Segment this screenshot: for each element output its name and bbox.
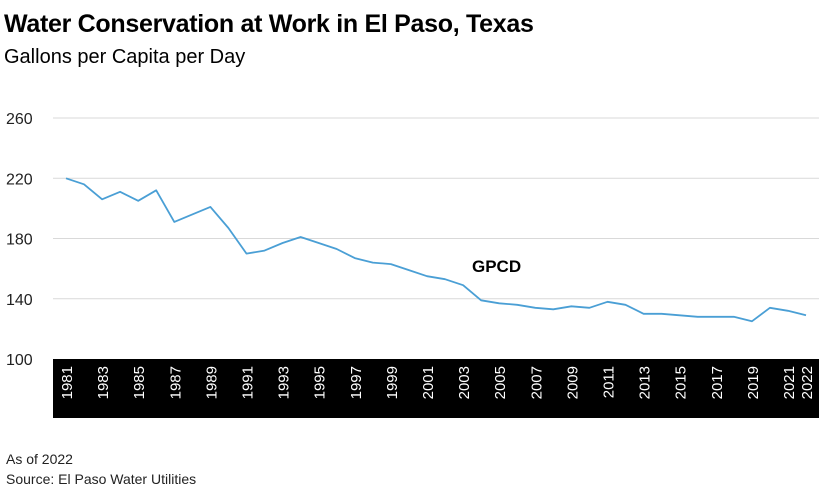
- x-tick-label: 2005: [492, 366, 509, 399]
- series-label-gpcd: GPCD: [472, 257, 521, 276]
- x-tick-label: 2009: [564, 366, 581, 399]
- x-axis-band: [53, 359, 819, 418]
- y-tick-label: 140: [6, 292, 33, 309]
- x-tick-label: 1985: [131, 366, 148, 399]
- x-axis: 1981 1983 1985 1987 1989 1991 1993 1995 1997 1999…: [59, 366, 816, 399]
- x-tick-label: 2017: [709, 366, 726, 399]
- gridlines: [53, 117, 819, 300]
- x-tick-label: 1987: [167, 366, 184, 399]
- x-tick-label: 2019: [745, 366, 762, 399]
- x-tick-label: 2021: [781, 366, 798, 399]
- source-note: Source: El Paso Water Utilities: [6, 471, 197, 487]
- y-tick-label: 220: [6, 171, 33, 188]
- chart-subtitle: Gallons per Capita per Day: [4, 46, 246, 68]
- y-tick-label: 180: [6, 232, 33, 249]
- x-tick-label: 1999: [384, 366, 401, 399]
- x-tick-label: 1989: [203, 366, 220, 399]
- x-tick-label: 2011: [600, 366, 617, 398]
- x-tick-label: 2013: [637, 366, 654, 399]
- y-axis: 100 140 180 220 260: [6, 111, 33, 369]
- x-tick-label: 2015: [673, 366, 690, 399]
- x-tick-label: 2003: [456, 366, 473, 399]
- x-tick-label: 1993: [276, 366, 293, 399]
- series-line-gpcd: [65, 177, 807, 323]
- x-tick-label: 1995: [312, 366, 329, 399]
- chart-title: Water Conservation at Work in El Paso, T…: [4, 10, 534, 38]
- x-tick-label: 1991: [239, 366, 256, 399]
- x-tick-label: 1981: [59, 366, 76, 399]
- as-of-note: As of 2022: [6, 451, 73, 467]
- y-tick-label: 100: [6, 352, 33, 369]
- x-tick-label: 1997: [348, 366, 365, 399]
- x-tick-label: 2001: [420, 366, 437, 399]
- x-tick-label: 2007: [528, 366, 545, 399]
- x-tick-label: 2022: [799, 366, 816, 399]
- y-tick-label: 260: [6, 111, 33, 128]
- x-tick-label: 1983: [95, 366, 112, 399]
